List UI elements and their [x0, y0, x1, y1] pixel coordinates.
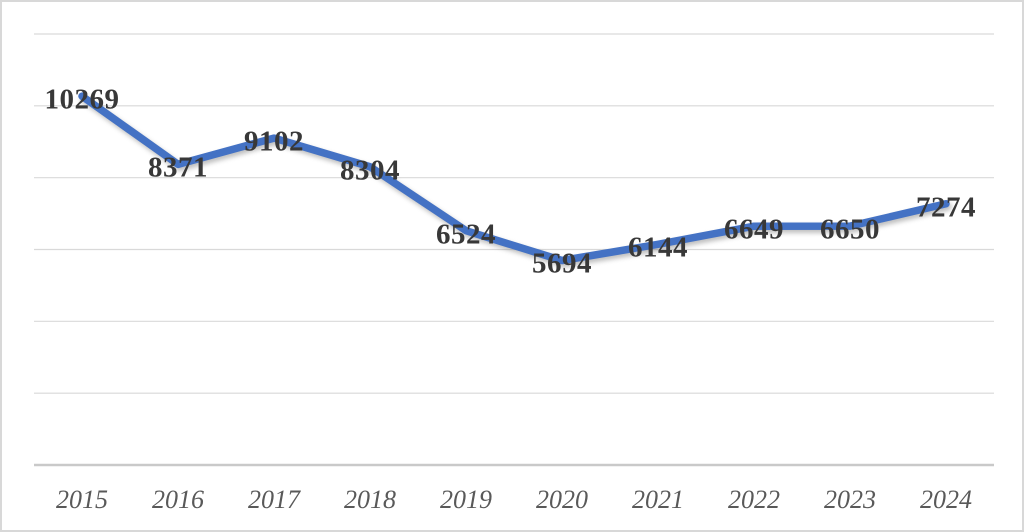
- x-axis-label-2023: 2023: [824, 485, 876, 514]
- data-label-2021: 6144: [628, 231, 688, 264]
- x-axis-label-2015: 2015: [56, 485, 108, 514]
- x-axis-label-2020: 2020: [536, 485, 588, 514]
- x-axis-label-2018: 2018: [344, 485, 396, 514]
- data-label-2020: 5694: [532, 247, 592, 280]
- data-label-2015: 10269: [44, 83, 120, 116]
- x-axis-label-2022: 2022: [728, 485, 780, 514]
- data-label-2018: 8304: [340, 154, 400, 187]
- data-label-2024: 7274: [916, 191, 976, 224]
- data-label-2023: 6650: [820, 213, 880, 246]
- x-axis-label-2017: 2017: [248, 485, 300, 514]
- series-line: [78, 92, 950, 265]
- data-label-2017: 9102: [244, 125, 304, 158]
- x-axis-label-2019: 2019: [440, 485, 492, 514]
- data-label-2016: 8371: [148, 151, 208, 184]
- data-label-2019: 6524: [436, 218, 496, 251]
- x-axis-label-2021: 2021: [632, 485, 684, 514]
- x-axis-label-2016: 2016: [152, 485, 204, 514]
- data-label-2022: 6649: [724, 213, 784, 246]
- x-axis-label-2024: 2024: [920, 485, 972, 514]
